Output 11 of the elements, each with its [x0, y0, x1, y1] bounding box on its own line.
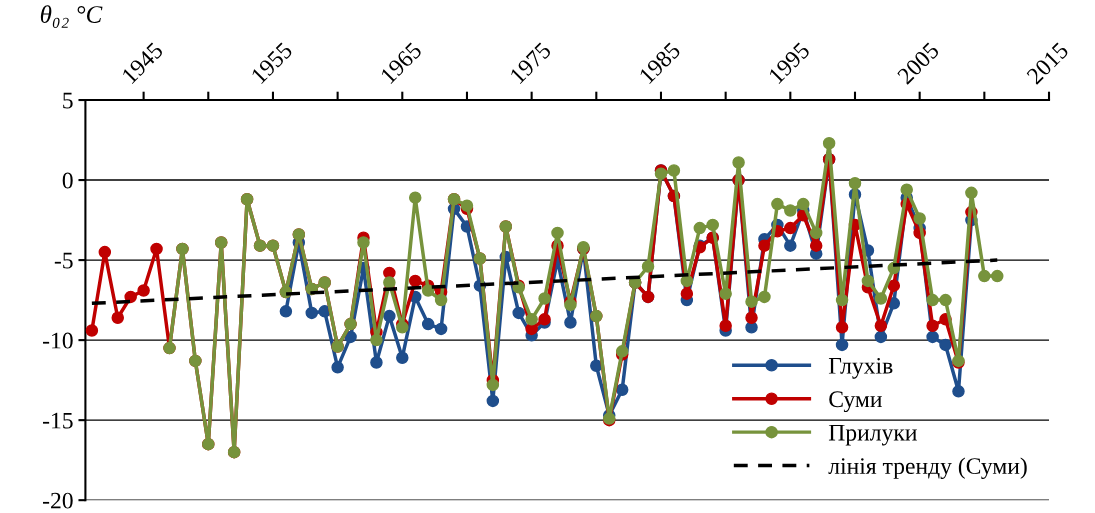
y-tick-label: -15: [43, 412, 73, 429]
y-tick-label: -10: [43, 332, 73, 349]
legend-label: лінія тренду (Суми): [828, 457, 1027, 479]
y-tick-label: 5: [63, 92, 73, 109]
y-axis-title: θ₀₂ °C: [40, 5, 103, 28]
legend-label: Глухів: [828, 357, 893, 379]
legend-label: Прилуки: [828, 424, 917, 446]
y-tick-label: -5: [54, 252, 73, 269]
legend-label: Суми: [829, 391, 882, 413]
y-tick-label: 0: [62, 172, 73, 189]
y-tick-label: -20: [43, 492, 73, 509]
